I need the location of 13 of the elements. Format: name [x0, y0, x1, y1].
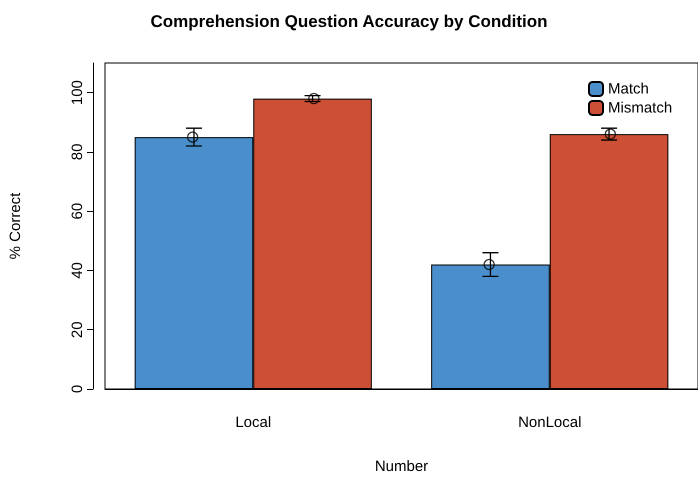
legend-label: Mismatch [608, 100, 672, 116]
legend-label: Match [608, 80, 649, 98]
y-tick-label: 20 [69, 321, 86, 338]
y-tick-label: 0 [69, 384, 86, 394]
y-tick-label: 100 [69, 80, 86, 106]
y-tick-label: 80 [69, 144, 86, 160]
y-axis-title: % Correct [7, 192, 24, 260]
chart-title: Comprehension Question Accuracy by Condition [150, 12, 548, 31]
x-tick-label: NonLocal [518, 414, 582, 431]
y-tick-label: 40 [69, 262, 86, 279]
x-tick-label: Local [235, 414, 272, 431]
x-axis-title: Number [374, 458, 428, 475]
y-tick-label: 60 [69, 202, 86, 220]
